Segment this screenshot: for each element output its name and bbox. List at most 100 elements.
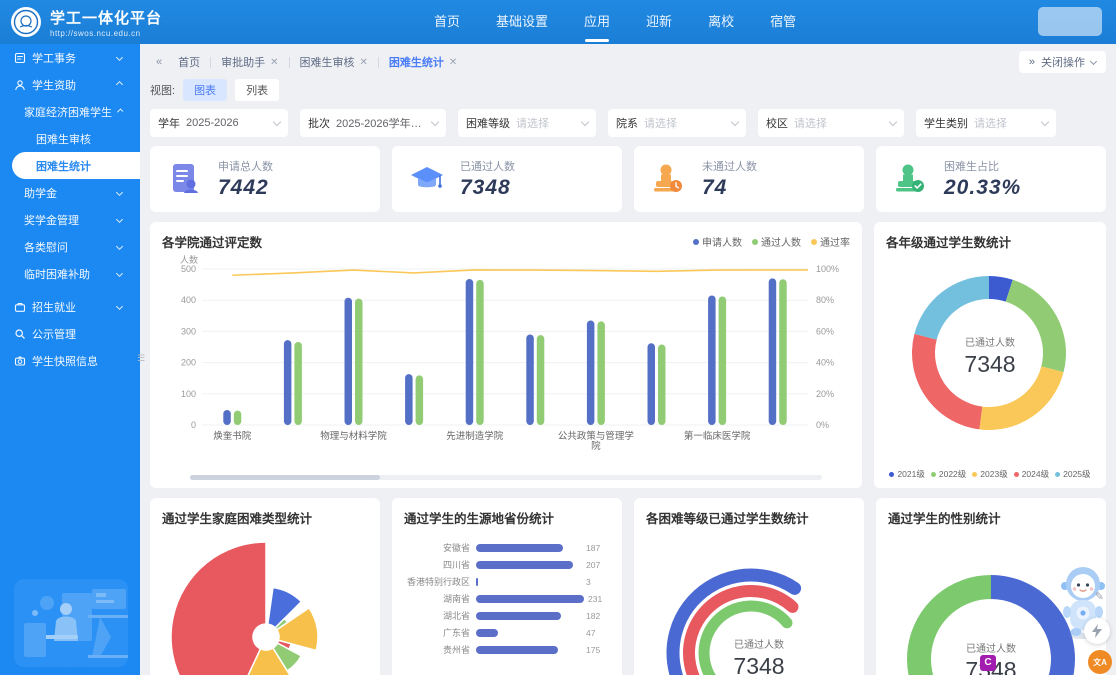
legend-item-1[interactable]: 通过人数: [752, 234, 801, 249]
province-value: 175: [586, 644, 601, 655]
sidebar-item-4[interactable]: 困难生统计: [12, 152, 140, 179]
nav-item-0[interactable]: 首页: [434, 14, 461, 29]
grade-legend-item-3[interactable]: 2024级: [1013, 468, 1050, 480]
tab-1[interactable]: 审批助手 ✕: [211, 54, 288, 70]
province-bar: [476, 611, 562, 620]
stat-cards-row: 申请总人数 7442 已通过人数 7348 未通过人数 74 困难生占比 20.33%: [150, 146, 1106, 212]
filter-0[interactable]: 学年 2025-2026: [150, 109, 288, 137]
chevron-down-icon: [272, 117, 282, 126]
stat-card-label: 已通过人数: [460, 161, 515, 173]
close-operations-dropdown[interactable]: » 关闭操作: [1018, 51, 1106, 73]
sidebar-item-5[interactable]: 助学金: [0, 179, 140, 206]
graduation-cap-icon: [408, 160, 446, 198]
tab-0[interactable]: 首页: [168, 54, 210, 70]
briefcase-icon: [14, 301, 26, 313]
tabs-scroll-left-icon[interactable]: «: [156, 56, 163, 68]
view-option-1[interactable]: 列表: [235, 79, 280, 101]
sidebar-item-8[interactable]: 临时困难补助: [0, 260, 140, 287]
legend-item-2[interactable]: 通过率: [811, 234, 850, 249]
translate-button[interactable]: 文A: [1088, 650, 1112, 674]
nav-item-5[interactable]: 宿管: [770, 14, 797, 29]
tab-close-icon[interactable]: ✕: [448, 56, 458, 68]
filter-4[interactable]: 校区 请选择: [758, 109, 904, 137]
sidebar-item-7[interactable]: 各类慰问: [0, 233, 140, 260]
stat-card-0: 申请总人数 7442: [150, 146, 380, 212]
stat-card-value: 74: [702, 176, 728, 199]
legend-dot: [972, 471, 978, 477]
sidebar-item-label: 学生快照信息: [32, 355, 98, 368]
filter-label: 院系: [616, 118, 638, 130]
province-value: 207: [586, 559, 601, 570]
province-value: 47: [586, 627, 596, 638]
stamp-check-icon: [892, 160, 930, 198]
legend-item-0[interactable]: 申请人数: [693, 234, 742, 249]
user-menu[interactable]: [1038, 7, 1102, 36]
view-option-0[interactable]: 图表: [183, 79, 228, 101]
tab-2[interactable]: 困难生审核 ✕: [290, 54, 378, 70]
edit-icon[interactable]: ✎: [1094, 591, 1104, 603]
grade-pass-donut-chart: [912, 276, 1066, 430]
mascot-robot[interactable]: [1058, 562, 1108, 645]
tab-divider: [377, 56, 379, 68]
svg-text:公共政策与管理学院: 公共政策与管理学院: [558, 430, 634, 452]
nav-item-3[interactable]: 迎新: [646, 14, 673, 29]
legend-label: 2024级: [1021, 469, 1050, 479]
stat-card-2: 未通过人数 74: [634, 146, 864, 212]
grade-pass-chart-title: 各年级通过学生数统计: [886, 236, 1012, 250]
tab-3[interactable]: 困难生统计 ✕: [379, 54, 467, 70]
province-value: 231: [588, 593, 603, 604]
grade-legend-item-1[interactable]: 2022级: [930, 468, 966, 480]
grade-legend-item-4[interactable]: 2025级: [1055, 468, 1091, 480]
quick-action-button[interactable]: [1084, 618, 1110, 644]
nav-item-4[interactable]: 离校: [708, 14, 735, 29]
tab-divider: [288, 56, 290, 68]
legend-label: 通过率: [820, 238, 850, 249]
sidebar-item-0[interactable]: 学工事务: [0, 44, 140, 71]
nav-item-1[interactable]: 基础设置: [496, 14, 549, 29]
filter-bar: 学年2025-2026批次2025-2026学年家庭经济困困难等级请选择院系请选…: [150, 109, 1106, 137]
svg-text:先进制造学院: 先进制造学院: [446, 430, 504, 442]
camera-icon: [14, 355, 26, 367]
svg-text:焕奎书院: 焕奎书院: [213, 430, 252, 442]
sidebar-item-2[interactable]: 家庭经济困难学生认定: [0, 98, 140, 125]
svg-text:200: 200: [181, 358, 196, 368]
sidebar-collapse-handle[interactable]: ☰: [137, 353, 146, 363]
province-label: 湖北省: [442, 611, 470, 621]
stat-card-3: 困难生占比 20.33%: [876, 146, 1106, 212]
filter-1[interactable]: 批次 2025-2026学年家庭经济困: [300, 109, 446, 137]
app-logo[interactable]: 学工一体化平台 http://swos.ncu.edu.cn: [0, 6, 260, 38]
filter-2[interactable]: 困难等级 请选择: [458, 109, 596, 137]
filter-label: 困难等级: [466, 118, 510, 130]
svg-text:40%: 40%: [816, 358, 834, 368]
filter-label: 校区: [766, 118, 788, 130]
filter-5[interactable]: 学生类别 请选择: [916, 109, 1056, 137]
tab-close-icon[interactable]: ✕: [270, 56, 279, 68]
province-value: 3: [586, 576, 591, 587]
extension-badge[interactable]: C: [980, 655, 996, 671]
chevron-down-icon: [115, 302, 124, 311]
sidebar-item-6[interactable]: 奖学金管理: [0, 206, 140, 233]
college-pass-chart-title: 各学院通过评定数: [162, 236, 263, 250]
nav-item-2[interactable]: 应用: [570, 0, 624, 44]
gender-chart-title: 通过学生的性别统计: [888, 512, 1001, 526]
sidebar-item-11[interactable]: 学生快照信息: [0, 347, 140, 374]
legend-dot: [752, 238, 758, 245]
sidebar-item-label: 学生资助: [32, 79, 76, 92]
gender-donut-chart: [907, 575, 1075, 675]
filter-value: 请选择: [644, 118, 677, 130]
sidebar-item-3[interactable]: 困难生审核: [0, 125, 140, 152]
svg-text:人数: 人数: [180, 254, 198, 265]
tab-close-icon[interactable]: ✕: [359, 56, 368, 68]
province-value: 187: [586, 542, 601, 553]
grade-legend-item-2[interactable]: 2023级: [972, 468, 1008, 480]
chart-hscrollbar-handle[interactable]: [190, 475, 380, 480]
filter-3[interactable]: 院系 请选择: [608, 109, 746, 137]
sidebar-item-10[interactable]: 公示管理: [0, 320, 140, 347]
view-label: 视图:: [150, 85, 176, 97]
grade-legend-item-0[interactable]: 2021级: [889, 468, 925, 480]
legend-dot: [889, 471, 895, 477]
sidebar-item-9[interactable]: 招生就业: [0, 293, 140, 320]
sidebar-item-1[interactable]: 学生资助: [0, 71, 140, 98]
sidebar-item-label: 奖学金管理: [24, 214, 79, 227]
